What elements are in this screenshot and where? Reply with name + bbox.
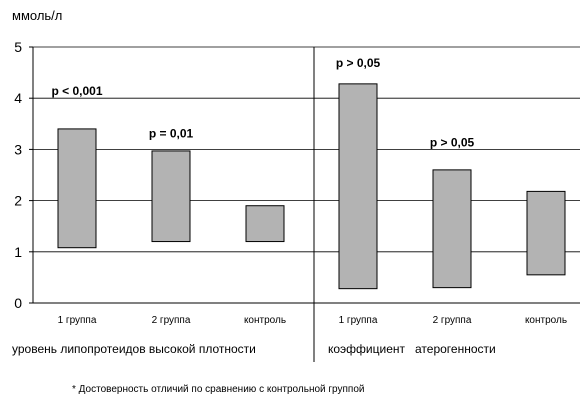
category-labels: 1 группа 2 группа контроль 1 группа 2 группа… xyxy=(58,315,567,326)
y-axis-ticks: 0 1 2 3 4 5 xyxy=(14,39,33,311)
y-tick-label: 4 xyxy=(14,90,22,106)
category-label: 1 группа xyxy=(339,315,378,326)
group-labels: уровень липопротеидов высокой плотности к… xyxy=(12,342,496,356)
p-value-label: p = 0,01 xyxy=(149,127,194,141)
p-value-label: p > 0,05 xyxy=(430,135,475,149)
group-label: коэффициент атерогенности xyxy=(328,342,496,356)
y-tick-label: 3 xyxy=(14,141,22,157)
y-tick-label: 1 xyxy=(14,244,22,260)
y-tick-label: 5 xyxy=(14,39,22,55)
p-value-annotations: p < 0,001 p = 0,01 p > 0,05 p > 0,05 xyxy=(51,56,474,149)
bar xyxy=(57,128,97,249)
y-axis-unit-label: ммоль/л xyxy=(12,8,62,23)
category-label: 1 группа xyxy=(58,315,97,326)
bars xyxy=(57,83,566,290)
group-label: уровень липопротеидов высокой плотности xyxy=(12,342,256,356)
footnote: * Достоверность отличий по сравнению с к… xyxy=(72,384,364,395)
p-value-label: p < 0,001 xyxy=(51,84,102,98)
y-tick-label: 2 xyxy=(14,193,22,209)
p-value-label: p > 0,05 xyxy=(336,56,381,70)
bar xyxy=(151,150,191,243)
category-label: 2 группа xyxy=(433,315,472,326)
category-label: контроль xyxy=(244,315,286,326)
bar xyxy=(526,190,566,276)
bar xyxy=(245,205,285,243)
bar xyxy=(338,83,378,290)
bar xyxy=(432,169,472,289)
y-tick-label: 0 xyxy=(14,295,22,311)
gridlines xyxy=(33,46,580,253)
category-label: контроль xyxy=(525,315,567,326)
category-label: 2 группа xyxy=(152,315,191,326)
